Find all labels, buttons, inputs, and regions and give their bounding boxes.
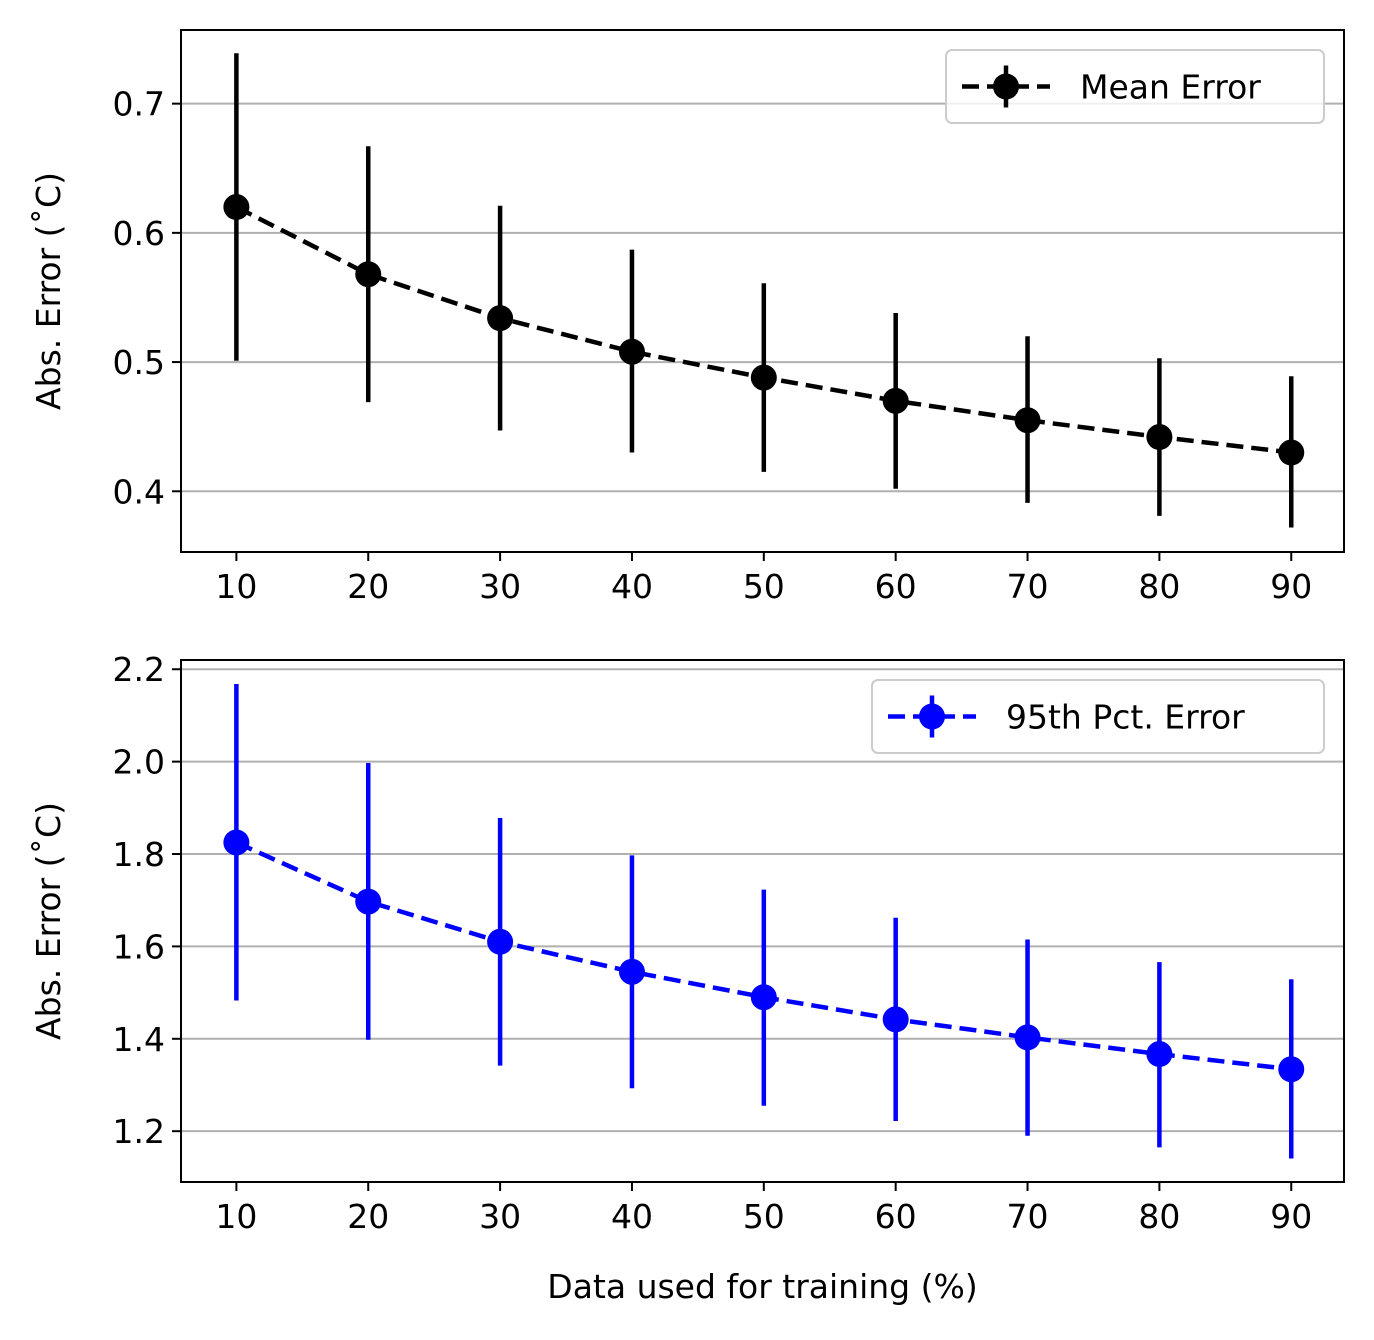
y-axis-label: Abs. Error (˚C): [29, 802, 68, 1040]
data-point: [1146, 1041, 1173, 1068]
data-point: [882, 387, 909, 414]
y-tick-label: 1.8: [113, 835, 165, 874]
x-tick-label: 80: [1138, 1197, 1180, 1236]
x-tick-label: 60: [875, 1197, 917, 1236]
data-point: [355, 261, 382, 288]
data-point: [355, 888, 382, 915]
data-point: [1014, 407, 1041, 434]
data-point: [1014, 1024, 1041, 1051]
legend: Mean Error: [945, 49, 1325, 124]
legend-label: Mean Error: [1080, 68, 1261, 107]
x-tick-label: 90: [1270, 567, 1312, 606]
y-tick-label: 2.0: [113, 743, 165, 782]
x-axis-label: Data used for training (%): [547, 1267, 977, 1306]
x-tick-label: 40: [611, 1197, 653, 1236]
y-axis-label: Abs. Error (˚C): [29, 172, 68, 410]
x-tick-label: 70: [1007, 1197, 1049, 1236]
legend-box: [871, 679, 1325, 754]
y-tick-label: 0.7: [113, 85, 165, 124]
data-point: [750, 364, 777, 391]
legend: 95th Pct. Error: [871, 679, 1325, 754]
data-point: [1278, 439, 1305, 466]
y-tick-label: 0.5: [113, 343, 165, 382]
x-tick-label: 50: [743, 567, 785, 606]
data-point: [487, 928, 514, 955]
data-point: [1278, 1056, 1305, 1083]
data-point: [882, 1006, 909, 1033]
data-point: [487, 305, 514, 332]
y-tick-label: 1.6: [113, 927, 165, 966]
x-tick-label: 20: [347, 567, 389, 606]
x-tick-label: 10: [215, 1197, 257, 1236]
pct95-error-panel: 1.2 1.4 1.6 1.8 2.0 2.2 10 20 30 40 50 60 70 80 90 95th…: [29, 650, 1345, 1306]
y-tick-label: 2.2: [113, 650, 165, 689]
y-tick-label: 0.6: [113, 214, 165, 253]
x-tick-label: 70: [1007, 567, 1049, 606]
axes-frame: [180, 29, 1345, 553]
data-point: [618, 338, 645, 365]
x-tick-label: 20: [347, 1197, 389, 1236]
data-point: [223, 829, 250, 856]
legend-label: 95th Pct. Error: [1006, 698, 1245, 737]
x-tick-label: 80: [1138, 567, 1180, 606]
legend-box: [945, 49, 1325, 124]
x-tick-label: 10: [215, 567, 257, 606]
axes-frame: [180, 659, 1345, 1183]
data-point: [618, 958, 645, 985]
y-tick-label: 1.2: [113, 1112, 165, 1151]
x-tick-label: 30: [479, 567, 521, 606]
y-tick-label: 0.4: [113, 472, 165, 511]
x-tick-label: 50: [743, 1197, 785, 1236]
data-point: [223, 194, 250, 221]
x-tick-label: 60: [875, 567, 917, 606]
x-tick-label: 90: [1270, 1197, 1312, 1236]
legend-marker-swatch: [993, 73, 1019, 100]
data-point: [750, 984, 777, 1011]
mean-error-panel: 0.4 0.5 0.6 0.7 10 20 30 40 50 60 70 80 90 Mean Error…: [29, 29, 1345, 606]
y-tick-label: 1.4: [113, 1020, 165, 1059]
x-tick-label: 40: [611, 567, 653, 606]
x-tick-label: 30: [479, 1197, 521, 1236]
legend-marker-swatch: [919, 703, 945, 730]
data-point: [1146, 424, 1173, 451]
